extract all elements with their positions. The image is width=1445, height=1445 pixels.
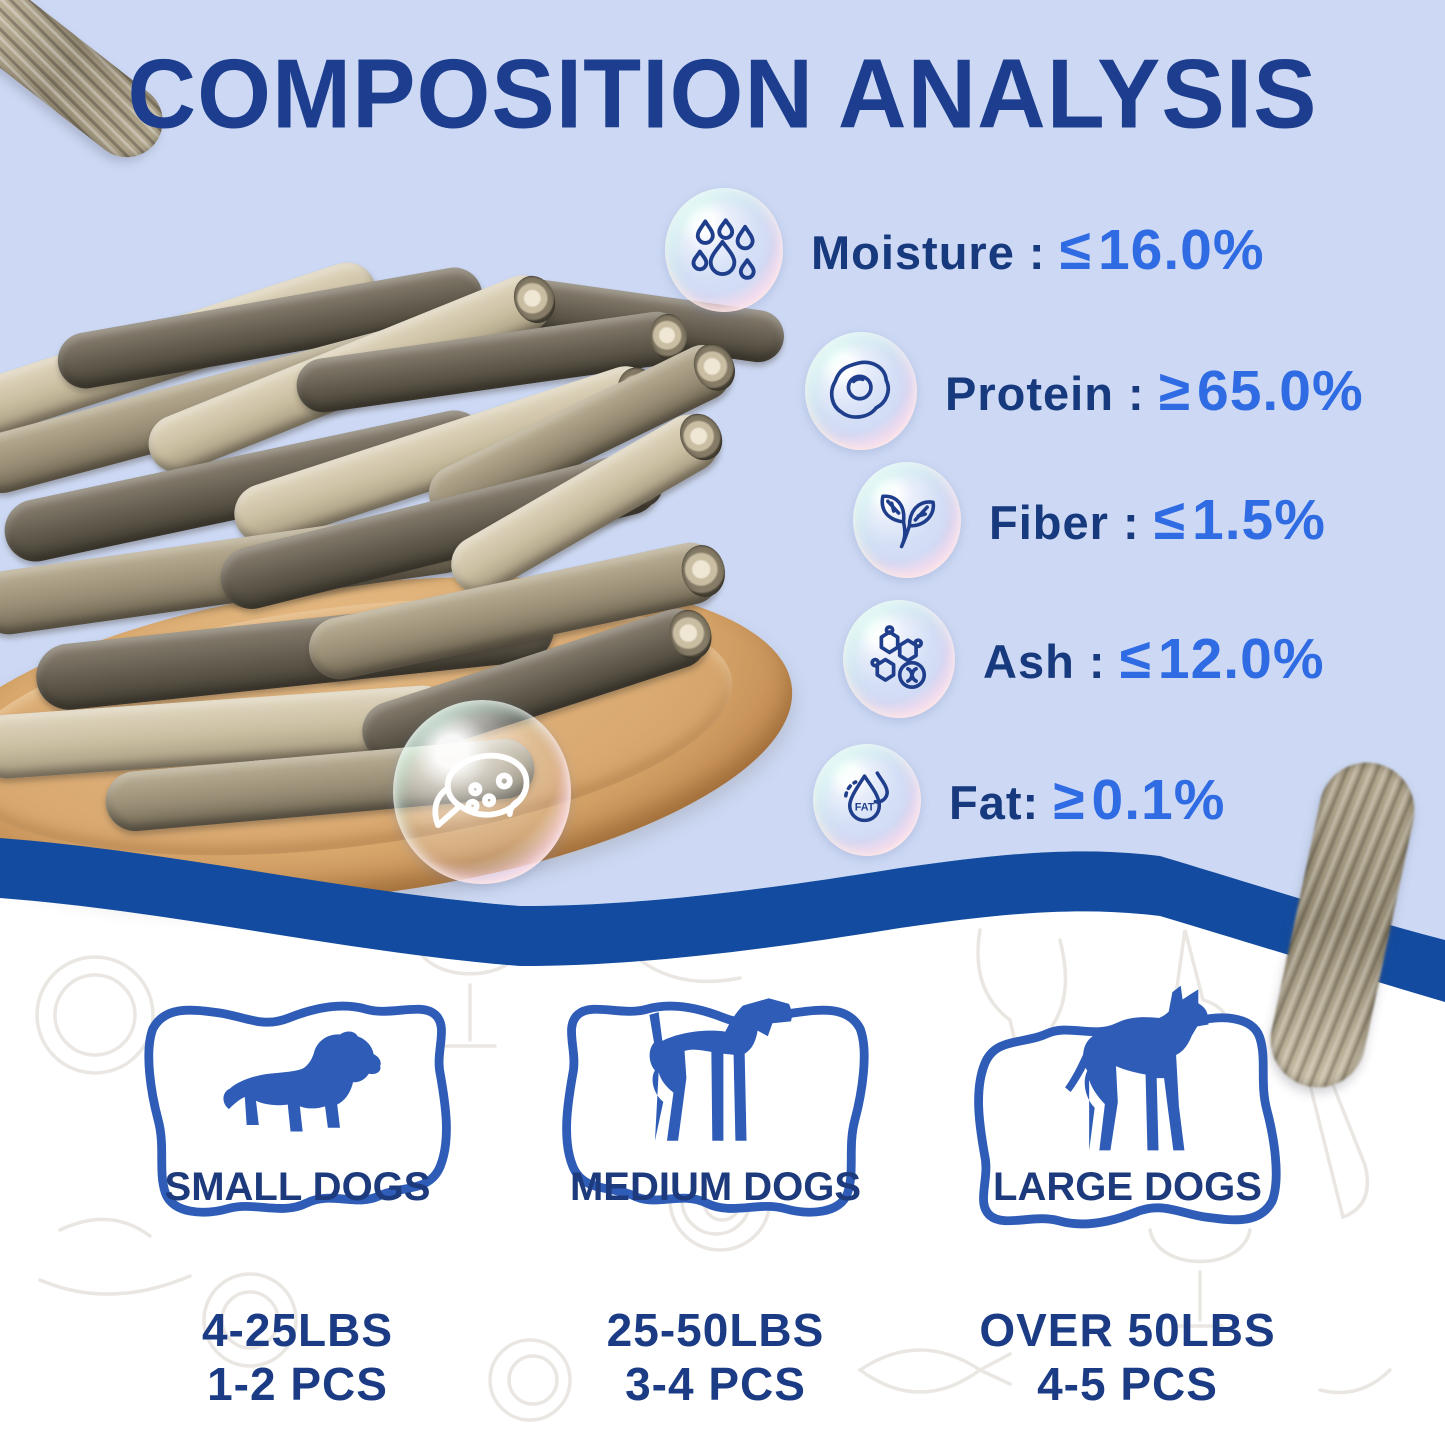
protein-bubble <box>805 332 917 450</box>
size-card-pieces: 1-2 PCS <box>207 1358 388 1410</box>
wave-divider <box>0 838 1445 1002</box>
nutrient-separator: : <box>1022 776 1054 829</box>
nutrient-separator: : <box>1014 226 1060 279</box>
small-dog-icon <box>222 1031 381 1132</box>
nutrient-value: 16.0% <box>1097 218 1265 282</box>
nutrient-value: 1.5% <box>1192 488 1326 552</box>
large-dog-icon <box>1064 985 1208 1151</box>
fish-icon <box>432 752 530 828</box>
nutrient-row-ash: Ash : ≤12.0% <box>843 600 1325 718</box>
medium-dog-icon <box>648 998 793 1141</box>
ash-bubble <box>843 600 955 718</box>
nutrient-row-fat: FAT Fat: ≥0.1% <box>813 744 1225 856</box>
nutrient-text: Protein : ≥65.0% <box>945 358 1364 424</box>
size-card-weight: 4-25LBS <box>201 1304 394 1356</box>
nutrient-comparator: ≤ <box>1153 488 1186 552</box>
size-card-pieces: 4-5 PCS <box>1037 1358 1218 1410</box>
nutrient-value: 65.0% <box>1197 359 1364 423</box>
nutrient-comparator: ≥ <box>1053 768 1086 832</box>
torn-box-outline <box>974 1013 1281 1229</box>
nutrient-text: Ash : ≤12.0% <box>983 626 1325 692</box>
nutrient-label: Fat <box>949 776 1023 829</box>
molecule-icon <box>870 625 927 690</box>
leaves-icon <box>880 494 935 549</box>
nutrient-value: 0.1% <box>1091 768 1226 832</box>
nutrient-comparator: ≤ <box>1059 218 1092 282</box>
nutrient-separator: : <box>1108 496 1154 549</box>
nutrient-label: Moisture <box>811 226 1015 279</box>
size-card-label: MEDIUM DOGS <box>569 1165 862 1209</box>
size-card-large-dogs: LARGE DOGS OVER 50LBS 4-5 PCS <box>960 965 1295 1445</box>
fiber-bubble <box>853 462 961 578</box>
nutrient-comparator: ≥ <box>1158 359 1191 423</box>
fat-bubble: FAT <box>813 744 921 856</box>
size-card-weight: 25-50LBS <box>606 1304 825 1356</box>
nutrient-separator: : <box>1074 635 1120 688</box>
nutrient-value: 12.0% <box>1157 627 1325 691</box>
nutrient-label: Ash <box>983 635 1075 688</box>
nutrient-text: Fat: ≥0.1% <box>949 767 1225 833</box>
nutrient-comparator: ≤ <box>1119 627 1152 691</box>
size-card-medium-dogs: MEDIUM DOGS 25-50LBS 3-4 PCS <box>548 965 883 1445</box>
page-title: COMPOSITION ANALYSIS <box>127 38 1318 150</box>
nutrient-row-fiber: Fiber : ≤1.5% <box>853 462 1326 578</box>
nutrient-row-protein: Protein : ≥65.0% <box>805 332 1364 450</box>
size-card-pieces: 3-4 PCS <box>625 1358 806 1410</box>
moisture-bubble <box>665 188 783 312</box>
nutrient-text: Fiber : ≤1.5% <box>989 487 1326 553</box>
nutrient-row-moisture: Moisture : ≤16.0% <box>665 188 1265 312</box>
size-card-label: SMALL DOGS <box>164 1165 431 1209</box>
size-card-small-dogs: SMALL DOGS 4-25LBS 1-2 PCS <box>130 965 465 1445</box>
nutrient-label: Fiber <box>989 496 1109 549</box>
nutrient-separator: : <box>1113 367 1159 420</box>
fish-bubble <box>393 700 571 884</box>
water-drops-icon <box>691 217 757 280</box>
fat-drop-icon: FAT <box>843 771 889 823</box>
fat-icon-text: FAT <box>854 802 874 814</box>
size-card-label: LARGE DOGS <box>993 1165 1262 1209</box>
nutrient-label: Protein <box>945 367 1114 420</box>
nutrient-text: Moisture : ≤16.0% <box>811 217 1265 283</box>
fried-egg-icon <box>830 360 891 420</box>
size-card-weight: OVER 50LBS <box>979 1304 1276 1356</box>
